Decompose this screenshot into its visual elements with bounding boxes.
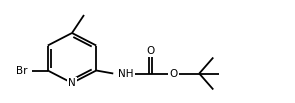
- Text: N: N: [68, 78, 76, 88]
- Text: NH: NH: [118, 68, 134, 78]
- Text: O: O: [169, 68, 177, 78]
- Text: O: O: [146, 46, 154, 56]
- Text: Br: Br: [16, 66, 28, 75]
